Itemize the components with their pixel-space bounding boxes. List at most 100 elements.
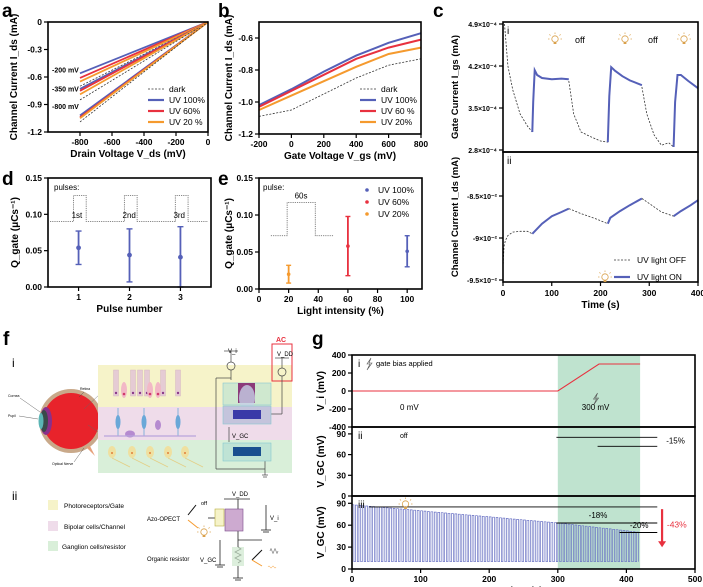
light-off-label: off [648,35,658,45]
amacrine-cell [155,420,161,430]
y-tick-label: 30 [337,470,347,480]
bias-annotation: -200 mV [52,67,79,74]
cone-cell [121,382,127,398]
chart-d: pulses: 1st 2nd 3rd 1 2 3 Pulse number 0.00 0.05 0… [10,173,212,315]
percent-annotation: -18% [589,511,608,520]
circuit-label-ac: AC [276,337,286,344]
ganglion-nucleus [167,452,169,454]
x-tick-label: -400 [135,137,152,147]
x-tick-label: 500 [688,574,702,584]
legend-swatch-ganglion [48,541,58,551]
y-tick-label: 2.8×10⁻⁴ [468,148,497,155]
legend-swatch-bipolar [48,521,58,531]
subplot-roman-numeral: iii [358,500,365,511]
series-dark-800-mv- [79,21,209,123]
y-tick-label: 0.05 [236,247,253,257]
plot-frame [258,21,422,135]
x-tick-label: 800 [414,139,428,149]
x-tick-label: 100 [400,294,414,304]
legend-label: UV light ON [637,272,682,282]
uv-on-segment [672,74,699,148]
panel-label-a: a [2,1,13,22]
y-tick-label: -0.8 [238,65,253,75]
eye-label-pupil: Pupil [8,414,16,418]
y-tick-label: -9×10⁻² [473,236,498,243]
ganglion-axon [167,457,187,468]
chart-a: -800 -600 -400 -200 0 Drain Voltage V_ds (mV)… [9,14,211,160]
weak-spike-icon [267,565,277,569]
bulb-icon [196,525,212,538]
x-tick-label: 300 [642,288,656,298]
legend-label: UV 20% [378,209,410,219]
legend-label: UV 60% [169,106,201,116]
legend-marker [365,200,369,204]
legend-label: UV 60 % [381,106,415,116]
series-dark-350-mv- [79,21,209,101]
rod-nucleus [131,391,135,395]
ganglion-nucleus [131,452,133,454]
eye-cornea [38,413,44,429]
pulse-number-label: 1st [72,211,83,220]
y-tick-label: 0.00 [25,282,42,292]
circuit2-device-label: Azo-OPECT [147,517,180,523]
x-tick-label: 0 [206,137,211,147]
legend-label: UV 100% [169,95,205,105]
vgc-oscillation-trace [351,504,639,563]
legend-photoreceptors: Photoreceptors/Gate [64,503,124,510]
x-tick-label: 300 [551,574,565,584]
x-tick-label: -200 [167,137,184,147]
legend-label: dark [169,84,186,94]
cone-cell [155,382,161,398]
x-tick-label: 40 [314,294,324,304]
legend-marker [365,212,369,216]
chart-e: pulse: 60s UV 100% UV 60% UV 20% 0 20 40 60 80 100… [224,173,423,317]
pulse-trace [270,201,334,237]
y-tick-label: -1.2 [27,127,42,137]
x-tick-label: 200 [482,574,496,584]
uv-off-segment [641,198,674,217]
data-point [405,249,409,254]
uv-off-segment [568,208,608,225]
charts-layer: -800 -600 -400 -200 0 Drain Voltage V_ds (mV)… [9,14,703,587]
data-point [76,245,81,251]
x-tick-label: 100 [414,574,428,584]
plot-frame [502,21,699,153]
y-tick-label: 90 [337,429,347,439]
x-tick-label: 80 [373,294,383,304]
percent-annotation: -15% [666,437,685,446]
y-tick-label: 0.15 [236,173,253,183]
bias-annotation: -800 mV [52,104,79,111]
x-tick-label: 600 [382,139,396,149]
y-tick-label: 0.10 [25,209,42,219]
uv-off-segment [641,86,674,148]
data-point [127,252,132,258]
x-tick-label: -800 [71,137,88,147]
bulb-icon [597,270,613,283]
retina-circuit [215,343,293,478]
legend-swatch-photoreceptors [48,500,58,510]
pulse-inset-label: pulse: [263,183,284,192]
y-tick-label: -200 [329,404,346,414]
vi-trace [352,363,641,392]
y-tick-label: 400 [332,350,346,360]
rod-nucleus [176,391,180,395]
y-tick-label: 0 [341,564,346,574]
y-axis-label: Channel Current I_ds (mA) [224,15,235,142]
rod-nucleus [161,391,165,395]
subplot-roman-numeral: ii [507,156,511,167]
voltage-annotation: 300 mV [582,403,610,412]
legend-marker [365,188,369,192]
x-tick-label: 200 [593,288,607,298]
light-off-label: off [400,433,408,440]
y-tick-label: 4.2×10⁻⁴ [468,64,497,71]
y-tick-label: 0 [37,17,42,27]
panel-label-d: d [2,169,14,190]
rod-cell [175,369,181,397]
uv-on-segment [531,207,570,235]
circuit-label-vdd: V_DD [277,352,294,358]
legend-ganglion: Ganglion cells/resistor [62,544,127,551]
circuit2-vi: V_i [270,516,279,522]
panel-label-c: c [433,1,444,22]
x-tick-label: 0 [257,294,262,304]
circuit2-vdd: V_DD [232,492,249,498]
